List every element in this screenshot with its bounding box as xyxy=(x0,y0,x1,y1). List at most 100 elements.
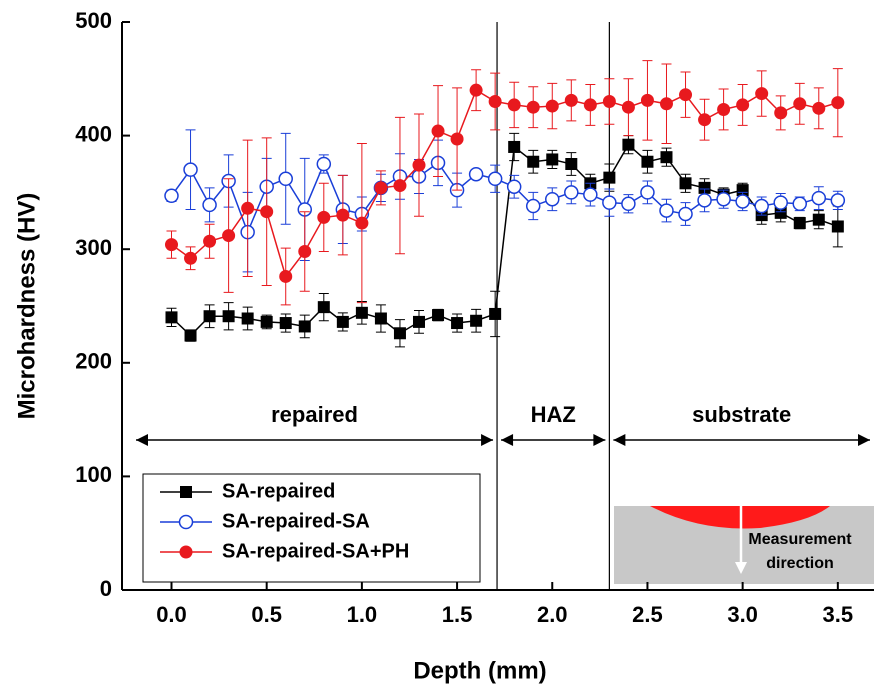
legend-label: SA-repaired xyxy=(222,480,335,502)
y-tick-label: 400 xyxy=(75,121,112,146)
y-tick-label: 0 xyxy=(100,576,112,601)
marker xyxy=(564,93,578,107)
marker xyxy=(393,179,407,193)
marker xyxy=(432,309,445,322)
marker xyxy=(412,315,425,328)
marker xyxy=(736,98,750,112)
marker xyxy=(793,217,806,230)
marker xyxy=(640,185,655,200)
marker xyxy=(565,158,578,170)
arrowhead xyxy=(613,434,626,446)
marker xyxy=(506,179,522,194)
marker xyxy=(679,88,693,102)
marker xyxy=(811,190,827,206)
marker xyxy=(488,95,502,109)
marker xyxy=(583,98,597,112)
marker xyxy=(355,216,369,230)
marker xyxy=(622,138,635,151)
marker xyxy=(754,198,769,214)
marker xyxy=(317,210,331,224)
marker xyxy=(774,206,787,219)
legend-label: SA-repaired-SA+PH xyxy=(222,540,409,562)
inset-label: direction xyxy=(766,555,834,572)
marker xyxy=(812,101,826,115)
arrowhead xyxy=(858,434,870,446)
legend-label: SA-repaired-SA xyxy=(222,510,370,532)
marker xyxy=(735,194,750,209)
marker xyxy=(279,317,292,330)
marker xyxy=(602,195,617,210)
marker xyxy=(602,95,616,109)
marker xyxy=(393,327,406,340)
marker xyxy=(203,310,216,323)
x-tick-label: 0.5 xyxy=(251,602,282,627)
marker xyxy=(812,213,825,226)
marker xyxy=(178,514,194,530)
marker xyxy=(184,251,198,265)
marker xyxy=(716,191,731,207)
marker xyxy=(489,307,502,320)
marker xyxy=(773,195,788,210)
y-tick-label: 100 xyxy=(75,462,112,487)
marker xyxy=(679,177,692,190)
marker xyxy=(792,196,808,212)
marker xyxy=(451,317,464,330)
marker xyxy=(316,156,332,172)
marker xyxy=(659,203,674,218)
marker xyxy=(412,158,426,172)
marker xyxy=(260,315,273,328)
x-tick-label: 3.0 xyxy=(727,602,758,627)
marker xyxy=(279,269,293,283)
marker xyxy=(468,166,484,182)
marker xyxy=(469,83,483,97)
arrowhead xyxy=(481,434,494,446)
x-tick-label: 1.0 xyxy=(347,602,378,627)
marker xyxy=(830,193,846,208)
marker xyxy=(165,311,178,324)
marker xyxy=(659,97,673,111)
x-tick-label: 2.0 xyxy=(537,602,568,627)
marker xyxy=(203,234,217,248)
x-tick-label: 1.5 xyxy=(442,602,473,627)
marker xyxy=(164,238,178,252)
x-tick-label: 0.0 xyxy=(156,602,187,627)
marker xyxy=(202,197,217,213)
marker xyxy=(374,181,388,195)
series xyxy=(164,60,845,306)
y-tick-label: 300 xyxy=(75,235,112,260)
marker xyxy=(183,162,198,177)
marker xyxy=(603,171,616,184)
region-label: HAZ xyxy=(531,402,576,427)
marker xyxy=(317,301,330,314)
marker xyxy=(336,315,349,328)
x-axis-title: Depth (mm) xyxy=(413,657,546,684)
y-tick-label: 500 xyxy=(75,8,112,33)
marker xyxy=(336,208,350,222)
marker xyxy=(641,155,654,168)
marker xyxy=(508,140,521,153)
marker xyxy=(450,132,464,146)
marker xyxy=(184,329,197,342)
inset-arrowhead xyxy=(735,562,747,574)
marker xyxy=(717,102,731,116)
marker xyxy=(507,98,521,112)
marker xyxy=(660,151,673,164)
marker xyxy=(470,314,483,327)
marker xyxy=(487,171,503,187)
marker xyxy=(374,312,387,325)
region-label: substrate xyxy=(692,402,791,427)
marker xyxy=(621,100,635,114)
marker xyxy=(241,201,255,215)
marker xyxy=(640,93,654,107)
marker xyxy=(164,188,179,204)
arrowhead xyxy=(501,434,514,446)
marker xyxy=(260,205,274,219)
marker xyxy=(222,229,236,243)
marker xyxy=(431,124,445,138)
marker xyxy=(583,187,598,202)
marker xyxy=(298,320,311,333)
marker xyxy=(179,545,193,559)
x-tick-label: 3.5 xyxy=(823,602,854,627)
inset-label: Measurement xyxy=(748,531,852,548)
y-axis-title: Microhardness (HV) xyxy=(13,193,40,420)
